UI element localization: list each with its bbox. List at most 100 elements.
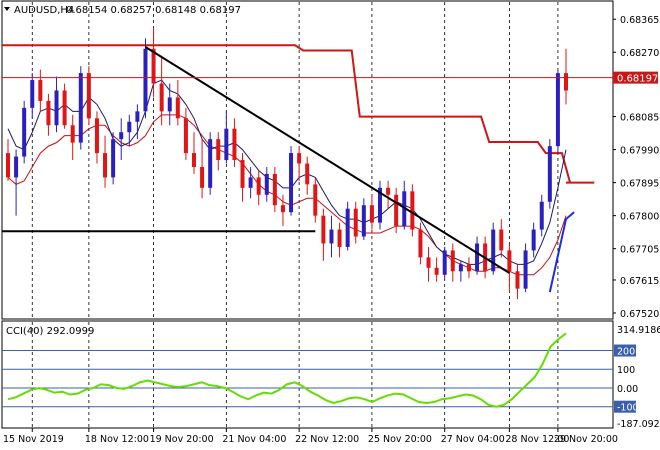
candle-body [127,121,132,133]
candle [337,222,342,258]
cci-tick-label: 200 [617,347,635,358]
candle-body [289,153,294,213]
candle [200,139,205,199]
price-tick-label: 0.67520 [620,309,659,320]
price-tick-label: 0.68270 [620,48,659,59]
cci-pane-frame [1,320,614,429]
candle [256,170,261,206]
candle-body [450,250,455,272]
candle [531,222,536,258]
price-badge-text: 0.68197 [617,74,658,85]
candle [224,111,229,164]
candle [94,111,99,164]
candle-body [426,257,431,268]
candle [515,264,520,300]
cci-label-badge [614,400,636,413]
candle-body [46,100,51,126]
candle [386,180,391,209]
candle-body [313,184,318,216]
candle [345,201,350,251]
candle [402,180,407,230]
candle-body [515,271,520,289]
candle-body [264,173,269,195]
dropdown-triangle-icon[interactable] [4,7,10,11]
price-tick-label: 0.68365 [620,15,659,26]
candle-body [256,177,261,195]
candle [442,246,447,279]
candle [353,201,358,244]
candle [216,132,221,171]
candle [418,222,423,265]
candle [22,100,27,164]
ohlc-label: 0.68154 0.68257 0.68148 0.68197 [66,5,241,16]
candle [410,184,415,237]
candle-body [475,243,480,272]
time-axis: 15 Nov 2019 18 Nov 12:00 19 Nov 20:00 21 No… [3,428,618,445]
candle-body [70,125,75,143]
price-badge-background [613,71,658,84]
price-channel-line [2,44,595,184]
cci-path [7,332,567,408]
downward-trendline [144,46,510,274]
candle-body [232,128,237,161]
vertical-gridlines-cci [31,322,559,427]
trendline-path [144,46,510,274]
candle-body [62,90,67,126]
candle [475,236,480,275]
candle [240,153,245,202]
cci-tick-label: -187.0924 [617,419,660,430]
candle-body [329,229,334,244]
price-tick-label: 0.67705 [620,245,659,256]
candle [70,114,75,161]
candle-body [369,205,374,223]
candle [167,83,172,126]
candle-body [248,177,253,188]
candle-body [78,73,83,143]
candle-body [353,208,358,237]
candle-body [337,229,342,247]
candle-body [345,208,350,247]
candle-body [297,153,302,164]
candle-body [119,132,124,140]
candle-body [159,83,164,112]
candle-body [507,250,512,272]
candle [183,107,188,161]
time-tick-label: 27 Nov 04:00 [441,434,505,445]
time-tick-label: 19 Nov 20:00 [150,434,214,445]
candle [555,69,560,154]
candle [297,146,302,181]
candle-body [6,153,10,178]
symbol-label: AUDUSD,H4 [14,5,74,16]
candle [151,27,156,98]
time-tick-label: 28 Nov 12:00 [505,434,569,445]
candle-body [111,139,116,178]
price-tick-label: 0.68085 [620,113,659,124]
candle [378,180,382,230]
cci-tick-label: 314.9186 [617,325,660,336]
candle [280,194,285,227]
candle [507,243,512,293]
ma-fast-line [7,79,567,265]
candle [78,66,83,150]
candle-body [386,187,391,195]
candle-body [216,139,221,161]
candle [14,149,19,216]
candle [321,208,326,261]
candle-body [200,166,205,188]
candle [192,132,196,174]
candle [208,132,213,195]
candle [450,243,455,282]
time-tick-label: 29 Nov 20:00 [554,434,618,445]
candle-body [208,139,213,188]
candle [127,114,132,147]
candle-body [54,90,59,126]
candle-body [418,229,423,258]
candle-body [434,267,439,275]
candle [426,246,431,282]
candle-body [151,48,156,84]
candle-body [103,153,108,178]
candle [394,187,399,234]
candle [30,73,35,119]
price-axis: 0.68365 0.68270 0.68085 0.67990 0.67895 0.678… [613,15,659,320]
cci-tick-label: 100 [617,365,635,376]
